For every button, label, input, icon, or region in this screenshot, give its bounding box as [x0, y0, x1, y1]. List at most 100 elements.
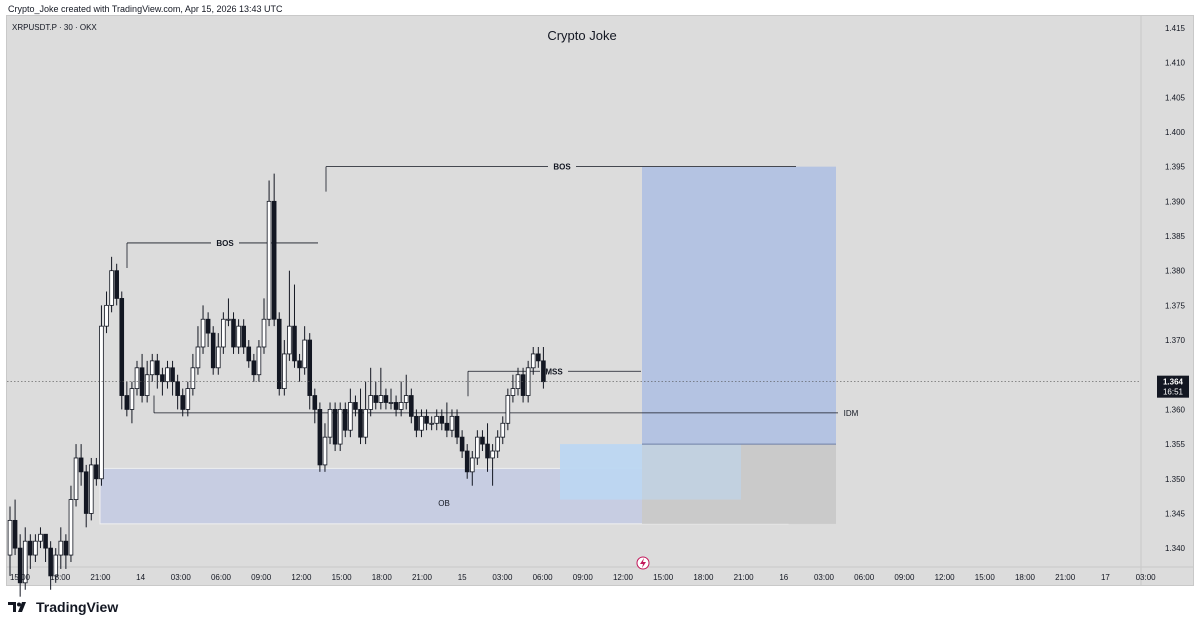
candle-body: [424, 415, 429, 424]
candle-body: [12, 519, 18, 549]
candle-body: [114, 270, 119, 299]
candle-body: [475, 436, 480, 459]
candle-body: [144, 374, 150, 396]
x-tick-label: 12:00: [291, 573, 312, 582]
countdown-label: 16:51: [1163, 388, 1184, 397]
x-tick-label: 18:00: [372, 573, 393, 582]
x-tick-label: 15:00: [332, 573, 353, 582]
candle-body: [353, 402, 358, 410]
candle-body: [99, 325, 104, 480]
bolt-circle-icon[interactable]: [636, 556, 650, 570]
candle-body: [271, 200, 277, 320]
y-tick-label: 1.350: [1165, 475, 1186, 484]
y-tick-label: 1.385: [1165, 232, 1186, 241]
x-tick-label: 09:00: [894, 573, 915, 582]
candle-body: [459, 436, 465, 452]
candle-body: [28, 540, 33, 556]
zone-label-0: OB: [438, 499, 450, 508]
candle-body: [261, 318, 267, 348]
x-tick-label: 12:00: [935, 573, 956, 582]
candle-body: [322, 436, 328, 466]
x-tick-label: 03:00: [492, 573, 513, 582]
candle-body: [398, 402, 404, 410]
x-tick-label: 21:00: [412, 573, 433, 582]
candle-body: [434, 415, 440, 424]
candle-body: [200, 318, 206, 348]
candle-body: [241, 325, 246, 348]
candle-body: [388, 402, 394, 404]
candle-body: [464, 450, 470, 473]
level-label-bos-1: BOS: [553, 163, 571, 172]
candle-body: [485, 443, 490, 459]
candle-body: [205, 318, 211, 334]
candle-body: [88, 464, 94, 514]
tradingview-brand[interactable]: TradingView: [8, 599, 118, 615]
candle-body: [119, 298, 125, 396]
x-tick-label: 15:00: [653, 573, 674, 582]
bolt-icon-glyph: [640, 558, 646, 568]
y-tick-label: 1.400: [1165, 128, 1186, 137]
candle-body: [520, 374, 526, 396]
x-tick-label: 06:00: [533, 573, 554, 582]
x-tick-label: 15:00: [10, 573, 31, 582]
x-tick-label: 03:00: [1136, 573, 1157, 582]
candle-body: [221, 318, 226, 348]
x-tick-label: 15:00: [975, 573, 996, 582]
candle-body: [307, 339, 313, 396]
current-price-tag: [1157, 375, 1189, 398]
candle-body: [358, 409, 363, 438]
candle-body: [226, 318, 231, 321]
x-tick-label: 12:00: [613, 573, 634, 582]
candle-body: [185, 388, 191, 410]
candle-body: [500, 422, 506, 438]
candle-body: [175, 381, 180, 396]
candle-body: [348, 402, 353, 431]
candle-body: [236, 325, 241, 348]
candle-body: [490, 450, 495, 459]
y-tick-label: 1.390: [1165, 197, 1186, 206]
candle-body: [297, 360, 302, 369]
y-tick-label: 1.405: [1165, 93, 1186, 102]
candle-body: [48, 547, 53, 577]
candle-body: [429, 422, 434, 425]
candle-body: [195, 346, 201, 369]
zone-ob-overlay: [560, 444, 741, 500]
candle-body: [378, 395, 384, 403]
y-tick-label: 1.370: [1165, 336, 1186, 345]
candle-body: [276, 318, 282, 390]
x-tick-label: 21:00: [1055, 573, 1076, 582]
candle-body: [287, 325, 292, 355]
candle-body: [68, 499, 74, 556]
x-tick-label: 03:00: [814, 573, 835, 582]
candle-body: [215, 346, 221, 369]
y-tick-label: 1.375: [1165, 301, 1186, 310]
candle-body: [403, 395, 409, 403]
candle-body: [282, 353, 287, 390]
candle-body: [530, 353, 536, 369]
candle-body: [129, 388, 135, 410]
y-tick-label: 1.410: [1165, 59, 1186, 68]
candle-body: [469, 457, 475, 473]
candle-body: [246, 346, 252, 362]
candle-body: [414, 415, 419, 431]
candle-body: [536, 353, 541, 362]
candle-body: [53, 554, 59, 577]
candle-body: [292, 325, 297, 362]
candle-body: [78, 457, 84, 473]
candle-body: [155, 360, 160, 376]
candle-body: [190, 367, 196, 390]
candle-body: [363, 409, 368, 438]
candle-body: [17, 547, 23, 584]
x-tick-label: 18:00: [1015, 573, 1036, 582]
x-tick-label: 16: [779, 573, 788, 582]
level-label-mss-2: MSS: [545, 367, 563, 376]
candle-body: [439, 415, 445, 424]
x-tick-label: 14: [136, 573, 145, 582]
candle-body: [124, 395, 130, 410]
candle-body: [327, 409, 333, 438]
x-tick-label: 15: [458, 573, 467, 582]
candle-body: [160, 374, 165, 383]
level-label-bos-0: BOS: [216, 239, 234, 248]
candle-body: [149, 360, 155, 376]
